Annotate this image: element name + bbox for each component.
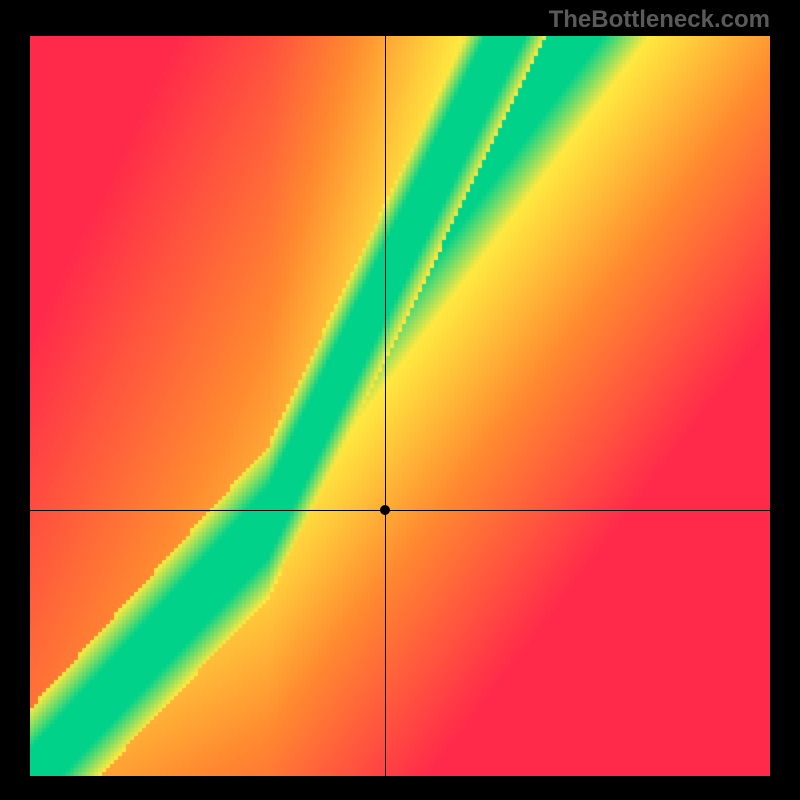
marker-dot	[380, 505, 390, 515]
watermark-text: TheBottleneck.com	[549, 6, 770, 34]
heatmap-canvas	[30, 36, 770, 776]
crosshair-vertical	[385, 36, 386, 776]
heatmap-container	[30, 36, 770, 776]
crosshair-horizontal	[30, 510, 770, 511]
